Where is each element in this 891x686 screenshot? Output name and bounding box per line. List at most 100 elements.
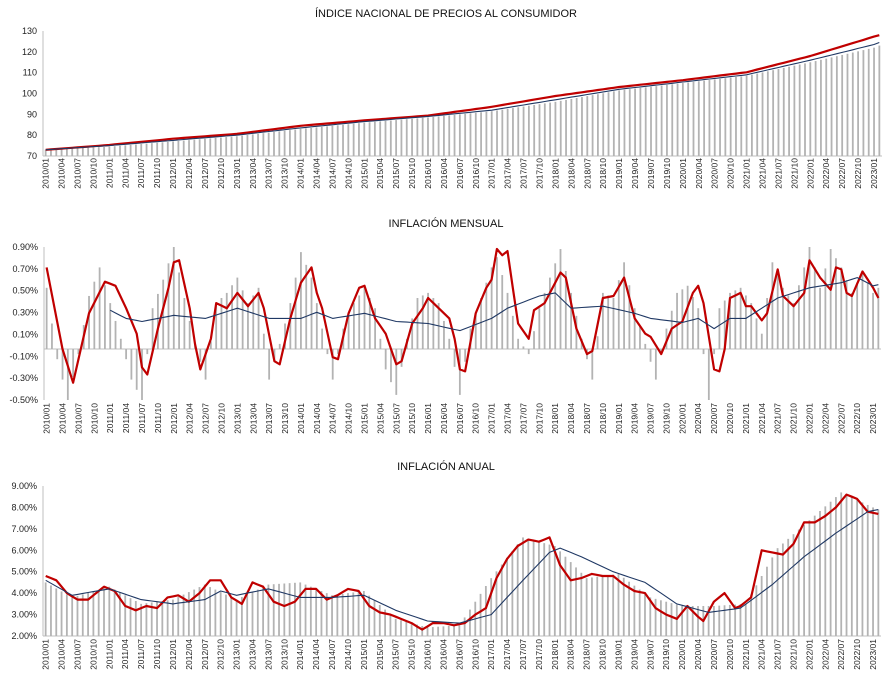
bar-mark bbox=[93, 281, 96, 349]
bar-mark bbox=[496, 257, 498, 349]
bar-mark bbox=[569, 562, 572, 636]
bar-mark bbox=[331, 125, 334, 156]
bar-mark bbox=[729, 77, 732, 156]
bar-mark bbox=[665, 601, 668, 636]
bar-mark bbox=[750, 303, 753, 349]
x-tick-label: 2020/10 bbox=[725, 639, 735, 670]
x-tick-label: 2018/04 bbox=[566, 403, 576, 434]
bar-mark bbox=[675, 604, 678, 636]
x-tick-label: 2011/04 bbox=[120, 158, 130, 188]
bar-mark bbox=[564, 270, 567, 349]
x-tick-label: 2014/07 bbox=[327, 158, 337, 189]
bar-mark bbox=[209, 341, 212, 349]
bar-mark bbox=[580, 572, 583, 636]
bar-mark bbox=[198, 139, 201, 156]
bar-mark bbox=[745, 295, 747, 349]
bar-mark bbox=[751, 74, 753, 156]
bar-mark bbox=[416, 624, 418, 636]
bar-mark bbox=[262, 133, 265, 156]
bar-mark bbox=[740, 76, 743, 156]
x-tick-label: 2021/10 bbox=[789, 158, 799, 189]
bar-mark bbox=[55, 149, 58, 156]
bar-mark bbox=[734, 604, 737, 636]
bar-mark bbox=[601, 292, 604, 349]
bar-mark bbox=[395, 120, 398, 156]
bar-mark bbox=[692, 81, 695, 156]
bar-mark bbox=[575, 567, 577, 636]
bar-mark bbox=[199, 349, 202, 362]
bar-mark bbox=[300, 252, 302, 349]
x-tick-label: 2014/07 bbox=[327, 639, 337, 670]
bar-mark bbox=[235, 136, 238, 156]
bar-mark bbox=[368, 122, 371, 156]
x-tick-label: 2020/01 bbox=[678, 158, 688, 189]
bar-mark bbox=[225, 137, 228, 156]
bar-mark bbox=[141, 349, 143, 400]
bar-mark bbox=[320, 126, 323, 156]
x-tick-label: 2011/07 bbox=[136, 639, 146, 669]
bar-mark bbox=[378, 604, 381, 636]
bar-mark bbox=[464, 349, 467, 362]
x-tick-label: 2022/07 bbox=[836, 639, 846, 670]
bar-mark bbox=[500, 564, 503, 636]
bar-mark bbox=[432, 298, 435, 349]
bar-mark bbox=[453, 625, 455, 636]
bar-mark bbox=[156, 142, 159, 156]
bar-mark bbox=[443, 115, 445, 156]
bar-mark bbox=[347, 593, 349, 636]
x-tick-label: 2016/01 bbox=[423, 403, 433, 434]
x-tick-label: 2012/01 bbox=[168, 639, 178, 670]
x-tick-label: 2014/10 bbox=[343, 158, 353, 189]
bar-mark bbox=[819, 287, 821, 349]
bar-mark bbox=[187, 592, 190, 636]
x-tick-label: 2015/10 bbox=[407, 158, 417, 189]
bar-mark bbox=[480, 112, 482, 156]
bar-mark bbox=[554, 263, 557, 349]
bar-mark bbox=[692, 296, 694, 349]
x-tick-label: 2017/07 bbox=[518, 639, 528, 670]
bar-mark bbox=[178, 272, 180, 349]
x-tick-label: 2019/07 bbox=[646, 403, 656, 434]
bar-mark bbox=[220, 298, 223, 349]
bar-mark bbox=[850, 292, 853, 349]
bar-mark bbox=[156, 601, 158, 636]
bar-mark bbox=[156, 293, 159, 349]
bar-mark bbox=[204, 138, 206, 156]
bar-mark bbox=[416, 118, 419, 156]
bar-mark bbox=[273, 131, 275, 156]
x-tick-label: 2013/10 bbox=[279, 639, 289, 670]
bar-mark bbox=[490, 111, 493, 156]
bar-mark bbox=[575, 98, 578, 156]
red-series-line bbox=[45, 493, 879, 631]
bar-mark bbox=[766, 71, 769, 156]
bar-mark bbox=[225, 594, 227, 636]
bar-mark bbox=[506, 292, 509, 349]
bar-mark bbox=[628, 581, 630, 636]
x-tick-label: 2010/07 bbox=[72, 639, 82, 670]
bar-mark bbox=[358, 123, 360, 156]
bar-mark bbox=[771, 262, 774, 349]
bar-mark bbox=[591, 577, 593, 636]
y-tick-label: 120 bbox=[22, 47, 37, 57]
bar-mark bbox=[294, 129, 297, 156]
x-tick-label: 2010/07 bbox=[73, 403, 83, 434]
x-tick-label: 2012/07 bbox=[201, 403, 211, 434]
bar-mark bbox=[342, 124, 344, 156]
x-tick-label: 2022/01 bbox=[804, 403, 814, 434]
bar-mark bbox=[278, 131, 281, 156]
bar-mark bbox=[835, 497, 837, 636]
bar-mark bbox=[247, 303, 249, 349]
bar-mark bbox=[394, 618, 397, 636]
bar-mark bbox=[219, 137, 222, 156]
bar-mark bbox=[676, 83, 679, 156]
x-tick-label: 2015/07 bbox=[391, 639, 401, 670]
bar-mark bbox=[251, 134, 254, 156]
x-tick-label: 2019/07 bbox=[645, 639, 655, 670]
x-tick-label: 2015/01 bbox=[359, 403, 369, 434]
bar-mark bbox=[416, 298, 419, 349]
bar-mark bbox=[708, 80, 711, 156]
bar-mark bbox=[284, 323, 286, 349]
x-tick-label: 2021/10 bbox=[788, 639, 798, 670]
bar-mark bbox=[872, 292, 874, 349]
bar-mark bbox=[309, 586, 312, 636]
